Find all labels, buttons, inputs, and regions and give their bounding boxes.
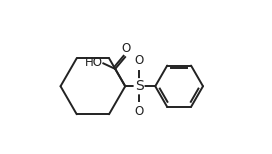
Text: O: O [134,54,144,67]
Text: O: O [134,105,144,118]
Text: HO: HO [85,56,103,69]
Text: O: O [121,42,131,55]
Text: S: S [135,79,143,93]
